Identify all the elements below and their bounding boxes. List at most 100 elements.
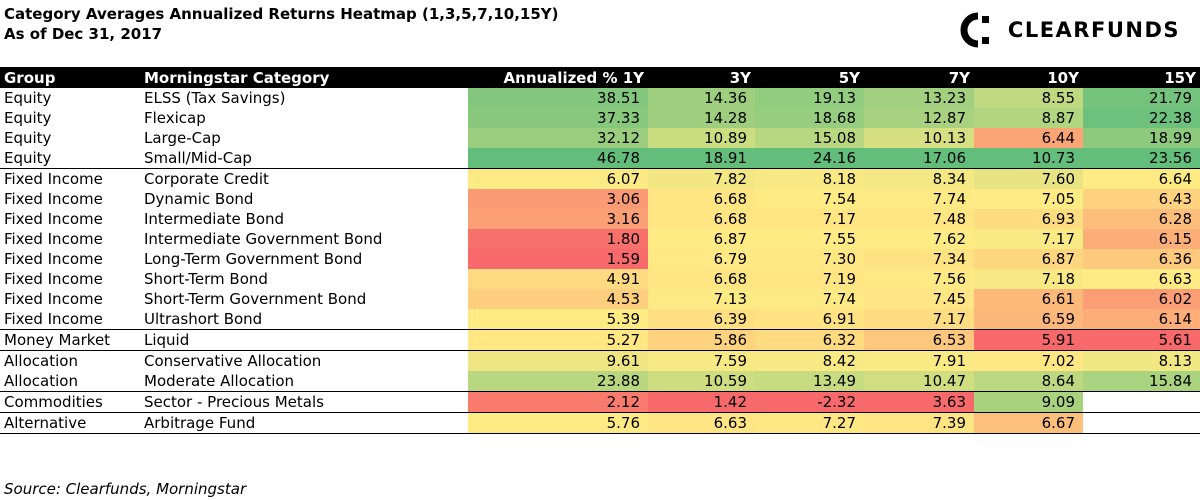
heat-cell: 6.02 — [1083, 289, 1200, 309]
brand-logo: CLEARFUNDS — [960, 12, 1180, 48]
heat-cell: 7.74 — [755, 289, 864, 309]
heat-cell: 18.68 — [755, 108, 864, 128]
category-cell: Conservative Allocation — [144, 352, 322, 370]
heat-cell: 23.56 — [1083, 148, 1200, 169]
heat-cell: 7.13 — [648, 289, 755, 309]
table-row: Fixed Income Intermediate Government Bond… — [0, 229, 1200, 249]
heat-cell: 23.88 — [468, 371, 648, 392]
heat-cell: 6.63 — [1083, 269, 1200, 289]
heat-cell: 7.17 — [864, 309, 974, 330]
source-note: Source: Clearfunds, Morningstar — [4, 480, 247, 498]
heat-cell: 6.39 — [648, 309, 755, 330]
table-row: Alternative Arbitrage Fund 5.76 6.63 7.27 7.3… — [0, 412, 1200, 434]
heat-cell: 6.68 — [648, 189, 755, 209]
table-row: Allocation Conservative Allocation 9.61 7.5… — [0, 350, 1200, 371]
heat-cell: 9.09 — [974, 391, 1083, 413]
heat-cell: 6.43 — [1083, 189, 1200, 209]
column-header: 3Y — [648, 67, 755, 88]
heat-cell: 1.80 — [468, 229, 648, 249]
brand-name: CLEARFUNDS — [1007, 18, 1180, 42]
heat-cell: -2.32 — [755, 391, 864, 413]
heat-cell: 5.61 — [1083, 329, 1200, 351]
heat-cell: 13.23 — [864, 88, 974, 108]
table-row: Fixed Income Intermediate Bond 3.16 6.68 7.1… — [0, 209, 1200, 229]
heat-cell: 7.19 — [755, 269, 864, 289]
category-cell: Arbitrage Fund — [140, 412, 468, 434]
heat-cell: 7.59 — [648, 350, 755, 371]
category-cell: Intermediate Government Bond — [144, 230, 383, 248]
heat-cell: 6.28 — [1083, 209, 1200, 229]
heat-cell: 8.34 — [864, 168, 974, 189]
chart-title: Category Averages Annualized Returns Hea… — [4, 4, 559, 44]
heat-cell: 4.53 — [468, 289, 648, 309]
heat-cell: 5.91 — [974, 329, 1083, 351]
category-cell: Dynamic Bond — [144, 190, 254, 208]
title-line-2: As of Dec 31, 2017 — [4, 25, 163, 43]
table-row: Fixed Income Long-Term Government Bond 1.5… — [0, 249, 1200, 269]
heat-cell: 6.59 — [974, 309, 1083, 330]
heat-cell: 37.33 — [468, 108, 648, 128]
group-cell: Fixed Income — [0, 309, 140, 330]
group-cell: Commodities — [0, 391, 140, 413]
heat-cell: 6.93 — [974, 209, 1083, 229]
heat-cell: 18.99 — [1083, 128, 1200, 148]
heat-cell: 6.91 — [755, 309, 864, 330]
heat-cell: 4.91 — [468, 269, 648, 289]
heat-cell: 9.61 — [468, 350, 648, 371]
heat-cell: 6.44 — [974, 128, 1083, 148]
heat-cell: 24.16 — [755, 148, 864, 169]
heat-cell: 8.64 — [974, 371, 1083, 392]
heat-cell: 6.32 — [755, 329, 864, 351]
table-row: Commodities Sector - Precious Metals 2.12 1… — [0, 391, 1200, 413]
heat-cell: 10.59 — [648, 371, 755, 392]
category-cell: Large-Cap — [144, 129, 221, 147]
heat-cell: 6.67 — [974, 412, 1083, 434]
table-row: Fixed Income Ultrashort Bond 5.39 6.39 6.91 7… — [0, 309, 1200, 330]
table-row: Equity ELSS (Tax Savings) 38.51 14.36 19.13 1… — [0, 88, 1200, 108]
table-row: Equity Flexicap 37.33 14.28 18.68 12.87 8.87 22… — [0, 108, 1200, 128]
group-cell: Allocation — [4, 352, 78, 370]
heat-cell: 15.84 — [1083, 371, 1200, 392]
group-cell: Money Market — [0, 329, 140, 351]
heat-cell: 6.07 — [468, 168, 648, 189]
heat-cell: 5.86 — [648, 329, 755, 351]
heat-cell: 7.17 — [755, 209, 864, 229]
heat-cell: 10.73 — [974, 148, 1083, 169]
heat-cell: 6.68 — [648, 269, 755, 289]
heat-cell: 6.64 — [1083, 168, 1200, 189]
heat-cell: 22.38 — [1083, 108, 1200, 128]
heat-cell: 7.45 — [864, 289, 974, 309]
heat-cell: 46.78 — [468, 148, 648, 169]
heat-cell: 13.49 — [755, 371, 864, 392]
category-cell: Moderate Allocation — [140, 371, 468, 392]
heat-cell: 14.36 — [648, 88, 755, 108]
heat-cell: 6.53 — [864, 329, 974, 351]
column-header: 5Y — [755, 67, 864, 88]
category-cell: Small/Mid-Cap — [140, 148, 468, 169]
heat-cell: 6.36 — [1083, 249, 1200, 269]
header-row: Group Morningstar Category Annualized % … — [0, 67, 1200, 88]
heat-cell: 8.55 — [974, 88, 1083, 108]
heat-cell: 5.76 — [468, 412, 648, 434]
group-cell: Equity — [4, 109, 52, 127]
heat-cell: 6.61 — [974, 289, 1083, 309]
heat-cell: 38.51 — [468, 88, 648, 108]
heat-cell: 7.82 — [648, 168, 755, 189]
group-cell: Fixed Income — [4, 250, 103, 268]
heat-cell: 21.79 — [1083, 88, 1200, 108]
heat-cell: 7.30 — [755, 249, 864, 269]
heat-cell: 8.87 — [974, 108, 1083, 128]
heat-cell — [1083, 412, 1200, 434]
heat-cell: 2.12 — [468, 391, 648, 413]
heat-cell: 7.74 — [864, 189, 974, 209]
category-cell: Intermediate Bond — [144, 210, 285, 228]
heat-cell: 7.55 — [755, 229, 864, 249]
group-cell: Fixed Income — [4, 190, 103, 208]
category-cell: Sector - Precious Metals — [140, 391, 468, 413]
heat-cell: 3.16 — [468, 209, 648, 229]
heat-cell: 7.56 — [864, 269, 974, 289]
table-row: Fixed Income Corporate Credit 6.07 7.82 8.18… — [0, 168, 1200, 189]
heat-cell: 6.79 — [648, 249, 755, 269]
clearfunds-logo-icon — [960, 12, 989, 48]
heat-cell: 7.27 — [755, 412, 864, 434]
